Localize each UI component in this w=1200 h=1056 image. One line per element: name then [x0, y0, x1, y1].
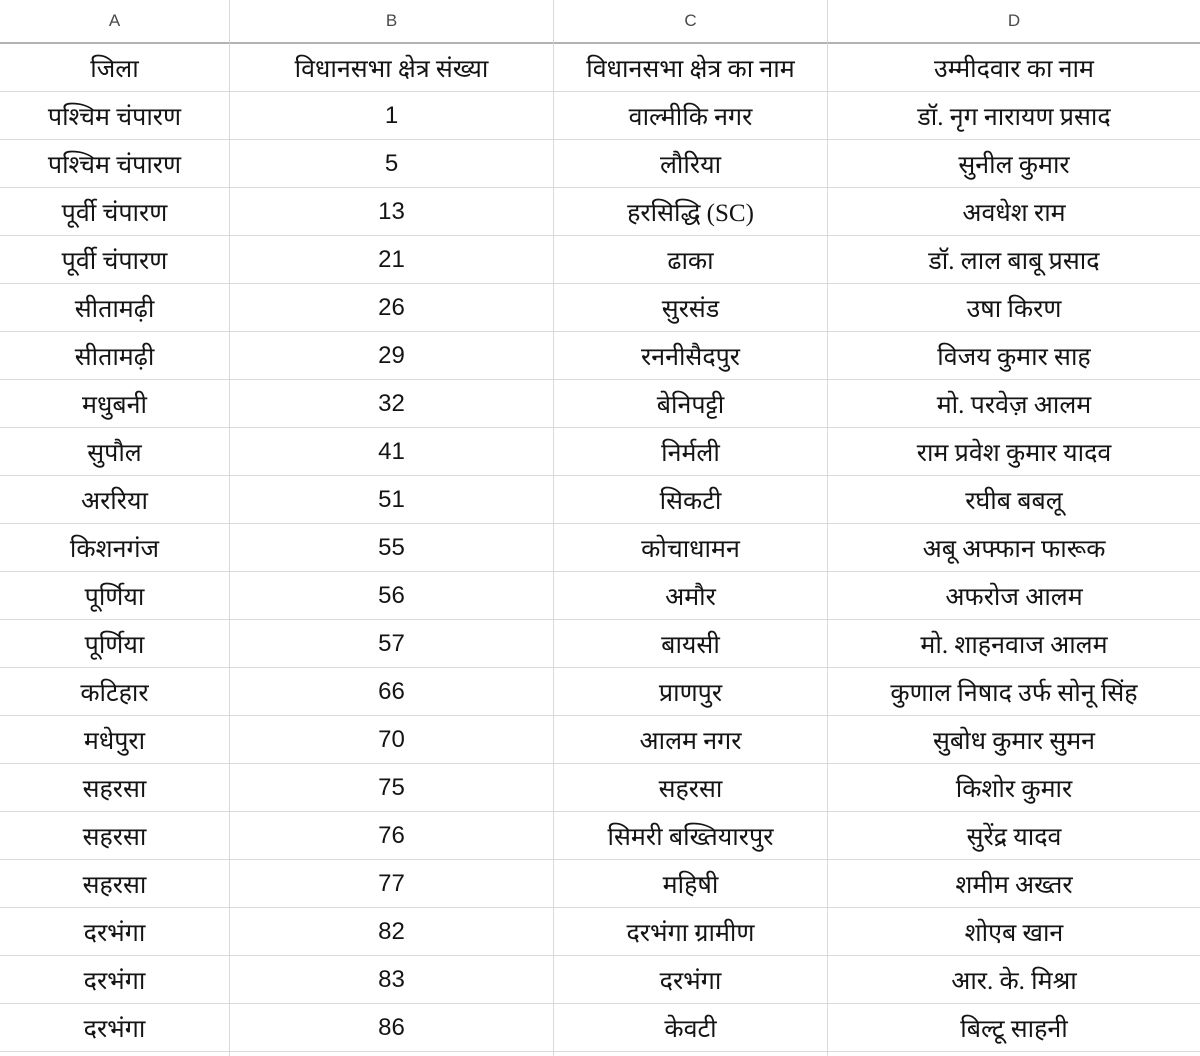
cell[interactable]: किशोर कुमार	[828, 764, 1200, 812]
cell[interactable]: अबू अफ्फान फारूक	[828, 524, 1200, 572]
empty-cell	[554, 1052, 828, 1056]
cell[interactable]: मधेपुरा	[0, 716, 230, 764]
cell[interactable]: शोएब खान	[828, 908, 1200, 956]
cell[interactable]: वाल्मीकि नगर	[554, 92, 828, 140]
cell[interactable]: पश्चिम चंपारण	[0, 140, 230, 188]
cell[interactable]: बायसी	[554, 620, 828, 668]
cell[interactable]: सहरसा	[0, 764, 230, 812]
cell[interactable]: महिषी	[554, 860, 828, 908]
empty-cell	[0, 1052, 230, 1056]
cell[interactable]: 13	[230, 188, 554, 236]
cell[interactable]: पश्चिम चंपारण	[0, 92, 230, 140]
cell[interactable]: 26	[230, 284, 554, 332]
cell[interactable]: पूर्णिया	[0, 572, 230, 620]
cell[interactable]: सुनील कुमार	[828, 140, 1200, 188]
column-header-c[interactable]: C	[554, 0, 828, 44]
cell[interactable]: सहरसा	[554, 764, 828, 812]
cell[interactable]: डॉ. लाल बाबू प्रसाद	[828, 236, 1200, 284]
cell[interactable]: कटिहार	[0, 668, 230, 716]
cell[interactable]: 56	[230, 572, 554, 620]
header-cell[interactable]: उम्मीदवार का नाम	[828, 44, 1200, 92]
cell[interactable]: रननीसैदपुर	[554, 332, 828, 380]
cell[interactable]: सुबोध कुमार सुमन	[828, 716, 1200, 764]
cell[interactable]: मो. परवेज़ आलम	[828, 380, 1200, 428]
cell[interactable]: सुरसंड	[554, 284, 828, 332]
cell[interactable]: सिमरी बख्तियारपुर	[554, 812, 828, 860]
cell[interactable]: 86	[230, 1004, 554, 1052]
cell[interactable]: 21	[230, 236, 554, 284]
header-cell[interactable]: विधानसभा क्षेत्र संख्या	[230, 44, 554, 92]
cell[interactable]: सहरसा	[0, 860, 230, 908]
cell[interactable]: 75	[230, 764, 554, 812]
cell[interactable]: अवधेश राम	[828, 188, 1200, 236]
column-header-d[interactable]: D	[828, 0, 1200, 44]
cell[interactable]: 83	[230, 956, 554, 1004]
cell[interactable]: 5	[230, 140, 554, 188]
cell[interactable]: 55	[230, 524, 554, 572]
column-header-b[interactable]: B	[230, 0, 554, 44]
cell[interactable]: राम प्रवेश कुमार यादव	[828, 428, 1200, 476]
cell[interactable]: ढाका	[554, 236, 828, 284]
cell[interactable]: 82	[230, 908, 554, 956]
cell[interactable]: कोचाधामन	[554, 524, 828, 572]
cell[interactable]: दरभंगा	[0, 1004, 230, 1052]
cell[interactable]: 66	[230, 668, 554, 716]
cell[interactable]: दरभंगा ग्रामीण	[554, 908, 828, 956]
cell[interactable]: 41	[230, 428, 554, 476]
header-cell[interactable]: विधानसभा क्षेत्र का नाम	[554, 44, 828, 92]
cell[interactable]: आर. के. मिश्रा	[828, 956, 1200, 1004]
cell[interactable]: किशनगंज	[0, 524, 230, 572]
cell[interactable]: पूर्णिया	[0, 620, 230, 668]
empty-cell	[230, 1052, 554, 1056]
cell[interactable]: आलम नगर	[554, 716, 828, 764]
cell[interactable]: अमौर	[554, 572, 828, 620]
cell[interactable]: दरभंगा	[0, 908, 230, 956]
cell[interactable]: केवटी	[554, 1004, 828, 1052]
cell[interactable]: सिकटी	[554, 476, 828, 524]
empty-cell	[828, 1052, 1200, 1056]
cell[interactable]: सीतामढ़ी	[0, 284, 230, 332]
cell[interactable]: पूर्वी चंपारण	[0, 236, 230, 284]
cell[interactable]: उषा किरण	[828, 284, 1200, 332]
cell[interactable]: 57	[230, 620, 554, 668]
cell[interactable]: बिल्टू साहनी	[828, 1004, 1200, 1052]
cell[interactable]: 70	[230, 716, 554, 764]
cell[interactable]: सुरेंद्र यादव	[828, 812, 1200, 860]
cell[interactable]: लौरिया	[554, 140, 828, 188]
cell[interactable]: पूर्वी चंपारण	[0, 188, 230, 236]
cell[interactable]: सुपौल	[0, 428, 230, 476]
cell[interactable]: 29	[230, 332, 554, 380]
column-header-a[interactable]: A	[0, 0, 230, 44]
cell[interactable]: कुणाल निषाद उर्फ सोनू सिंह	[828, 668, 1200, 716]
cell[interactable]: 32	[230, 380, 554, 428]
cell[interactable]: सीतामढ़ी	[0, 332, 230, 380]
cell[interactable]: प्राणपुर	[554, 668, 828, 716]
cell[interactable]: दरभंगा	[0, 956, 230, 1004]
cell[interactable]: रघीब बबलू	[828, 476, 1200, 524]
cell[interactable]: दरभंगा	[554, 956, 828, 1004]
cell[interactable]: अररिया	[0, 476, 230, 524]
cell[interactable]: विजय कुमार साह	[828, 332, 1200, 380]
cell[interactable]: मो. शाहनवाज आलम	[828, 620, 1200, 668]
cell[interactable]: अफरोज आलम	[828, 572, 1200, 620]
cell[interactable]: निर्मली	[554, 428, 828, 476]
cell[interactable]: हरसिद्धि (SC)	[554, 188, 828, 236]
cell[interactable]: 51	[230, 476, 554, 524]
cell[interactable]: 76	[230, 812, 554, 860]
header-cell[interactable]: जिला	[0, 44, 230, 92]
cell[interactable]: शमीम अख्तर	[828, 860, 1200, 908]
cell[interactable]: 1	[230, 92, 554, 140]
cell[interactable]: मधुबनी	[0, 380, 230, 428]
cell[interactable]: बेनिपट्टी	[554, 380, 828, 428]
cell[interactable]: डॉ. नृग नारायण प्रसाद	[828, 92, 1200, 140]
cell[interactable]: सहरसा	[0, 812, 230, 860]
cell[interactable]: 77	[230, 860, 554, 908]
